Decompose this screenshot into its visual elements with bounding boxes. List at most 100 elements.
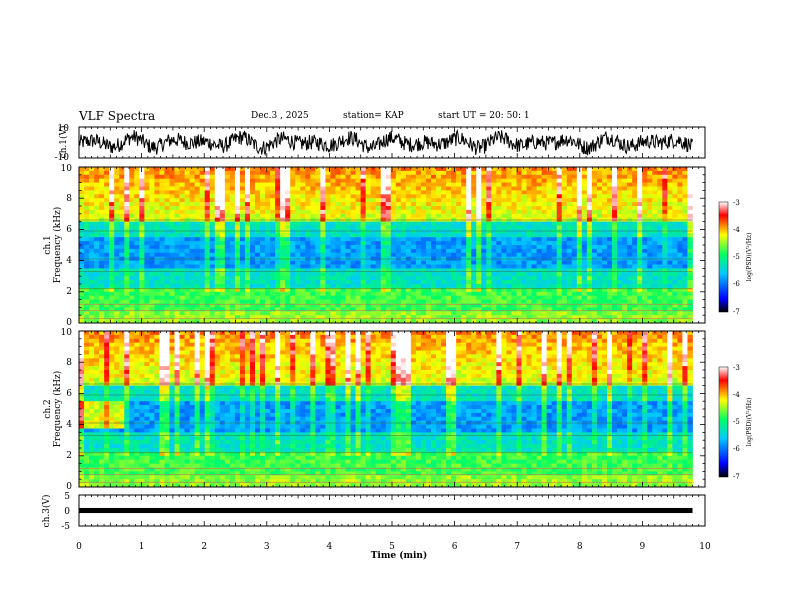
spectrogram-cell — [234, 311, 241, 316]
spectrogram-cell — [632, 299, 638, 304]
spectrogram-cell — [290, 190, 296, 195]
spectrogram-cell — [154, 303, 160, 308]
spectrogram-cell — [501, 167, 507, 172]
spectrogram-cell — [491, 174, 497, 180]
spectrogram-cell — [270, 170, 276, 176]
spectrogram-cell — [657, 229, 663, 234]
spectrogram-cell — [471, 268, 477, 273]
spectrogram-cell — [456, 209, 462, 215]
spectrogram-cell — [581, 245, 588, 250]
spectrogram-cell — [79, 202, 85, 207]
spectrogram-cell — [662, 182, 668, 187]
spectrogram-cell — [244, 198, 251, 203]
spectrogram-cell — [456, 206, 462, 211]
spectrogram-cell — [204, 190, 211, 195]
spectrogram-cell — [425, 280, 432, 285]
spectrogram-cell — [516, 260, 522, 265]
spectrogram-cell — [607, 221, 613, 226]
spectrogram-cell — [114, 331, 120, 336]
spectrogram-cell — [627, 233, 633, 238]
spectrogram-cell — [365, 233, 372, 238]
spectrogram-cell — [607, 291, 613, 297]
spectrogram-cell — [581, 194, 588, 199]
spectrogram-cell — [476, 174, 482, 180]
spectrogram-cell — [596, 287, 603, 293]
spectrogram-cell — [481, 206, 487, 211]
spectrogram-cell — [586, 268, 593, 273]
spectrogram-cell — [99, 233, 105, 238]
spectrogram-cell — [325, 264, 331, 269]
spectrogram-cell — [586, 272, 593, 277]
spectrogram-cell — [275, 287, 281, 293]
spectrogram-cell — [119, 319, 125, 324]
spectrogram-cell — [315, 331, 321, 336]
spectrogram-cell — [466, 237, 472, 242]
spectrogram-cell — [124, 198, 130, 203]
spectrogram-cell — [335, 198, 341, 203]
spectrogram-cell — [239, 241, 246, 246]
spectrogram-cell — [285, 284, 291, 289]
spectrogram-cell — [209, 213, 216, 219]
spectrogram-cell — [144, 190, 150, 195]
spectrogram-cell — [154, 252, 160, 258]
spectrogram-cell — [149, 198, 155, 203]
spectrogram-cell — [375, 272, 382, 277]
spectrogram-cell — [571, 167, 578, 172]
spectrogram-cell — [456, 248, 462, 254]
spectrogram-cell — [586, 264, 593, 269]
spectrogram-cell — [320, 299, 326, 304]
spectrogram-cell — [244, 178, 251, 183]
spectrogram-cell — [360, 264, 367, 269]
spectrogram-cell — [617, 315, 623, 320]
spectrogram-cell — [491, 198, 497, 203]
spectrogram-cell — [224, 284, 231, 289]
spectrogram-cell — [405, 167, 412, 172]
spectrogram-cell — [375, 248, 382, 254]
spectrogram-cell — [627, 248, 633, 254]
spectrogram-cell — [622, 213, 628, 219]
spectrogram-cell — [340, 190, 346, 195]
spectrogram-cell — [119, 206, 125, 211]
spectrogram-cell — [315, 245, 321, 250]
spectrogram-cell — [446, 299, 452, 304]
spectrogram-cell — [612, 221, 618, 226]
spectrogram-cell — [84, 198, 90, 203]
spectrogram-cell — [255, 237, 261, 242]
spectrogram-cell — [622, 291, 628, 297]
spectrogram-cell — [687, 221, 693, 226]
spectrogram-cell — [134, 229, 140, 234]
spectrogram-cell — [335, 248, 341, 254]
spectrogram-cell — [305, 190, 311, 195]
spectrogram-cell — [159, 190, 165, 195]
spectrogram-cell — [84, 229, 90, 234]
spectrogram-cell — [380, 252, 387, 258]
spectrogram-cell — [576, 268, 583, 273]
spectrogram-cell — [471, 252, 477, 258]
spectrogram-cell — [335, 202, 341, 207]
spectrogram-cell — [451, 315, 457, 320]
spectrogram-cell — [134, 206, 140, 211]
spectrogram-cell — [491, 291, 497, 297]
spectrogram-cell — [481, 315, 487, 320]
spectrogram-cell — [652, 303, 658, 308]
spectrogram-cell — [255, 280, 261, 285]
spectrogram-cell — [310, 272, 316, 277]
spectrogram-cell — [290, 198, 296, 203]
spectrogram-cell — [591, 198, 598, 203]
spectrogram-cell — [591, 190, 598, 195]
spectrogram-cell — [229, 186, 236, 191]
spectrogram-cell — [104, 237, 110, 242]
spectrogram-cell — [546, 291, 553, 297]
spectrogram-cell — [194, 186, 201, 191]
spectrogram-cell — [355, 170, 361, 176]
spectrogram-cell — [466, 284, 472, 289]
spectrogram-cell — [260, 291, 266, 297]
spectrogram-cell — [290, 280, 296, 285]
spectrogram-cell — [144, 315, 150, 320]
spectrogram-cell — [340, 264, 346, 269]
spectrogram-cell — [622, 311, 628, 316]
spectrogram-cell — [214, 276, 221, 281]
spectrogram-cell — [169, 311, 175, 316]
spectrogram-cell — [607, 174, 613, 180]
spectrogram-cell — [682, 291, 688, 297]
